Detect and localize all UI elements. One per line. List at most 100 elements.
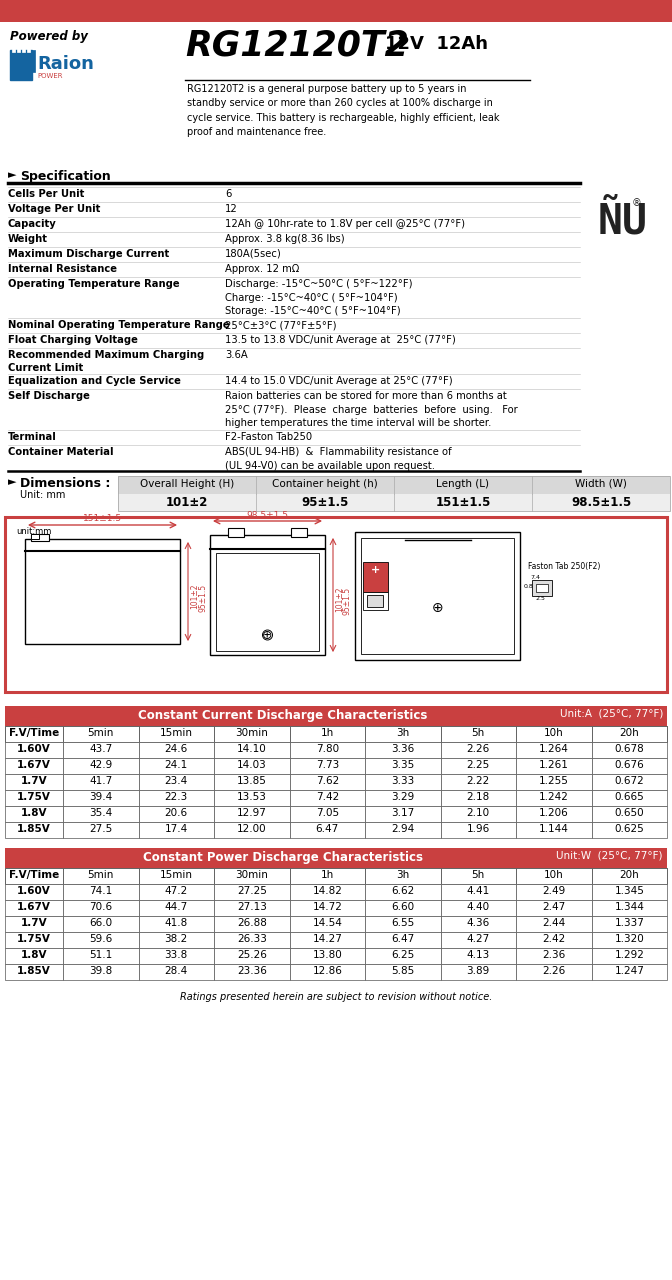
- Bar: [63, 932, 138, 948]
- Text: 14.27: 14.27: [312, 934, 342, 945]
- Bar: [216, 553, 319, 652]
- Text: 5h: 5h: [472, 870, 485, 881]
- Bar: [536, 584, 548, 591]
- Bar: [138, 948, 214, 964]
- Bar: [214, 806, 290, 822]
- Text: Self Discharge: Self Discharge: [8, 390, 90, 401]
- Text: 12.86: 12.86: [312, 966, 342, 975]
- Text: 26.33: 26.33: [237, 934, 267, 945]
- Text: 35.4: 35.4: [89, 808, 112, 818]
- Bar: [5, 758, 63, 774]
- Text: 1h: 1h: [321, 728, 334, 739]
- Text: 2.47: 2.47: [542, 902, 565, 911]
- Text: 2.26: 2.26: [542, 966, 565, 975]
- Text: ⊕: ⊕: [431, 602, 444, 614]
- Bar: [63, 884, 138, 900]
- Bar: [516, 790, 591, 806]
- Text: Weight: Weight: [8, 234, 48, 244]
- Text: Voltage Per Unit: Voltage Per Unit: [8, 204, 100, 214]
- Text: 151±1.5: 151±1.5: [435, 495, 491, 509]
- Bar: [138, 758, 214, 774]
- Text: 27.25: 27.25: [237, 886, 267, 896]
- Bar: [365, 726, 441, 742]
- Bar: [5, 868, 63, 884]
- Bar: [63, 790, 138, 806]
- Text: 0.678: 0.678: [614, 744, 644, 754]
- Bar: [290, 868, 365, 884]
- Bar: [228, 527, 244, 538]
- Text: ®: ®: [632, 198, 642, 207]
- Bar: [516, 964, 591, 980]
- Bar: [118, 494, 670, 511]
- Bar: [5, 822, 63, 838]
- Bar: [138, 726, 214, 742]
- Text: 14.4 to 15.0 VDC/unit Average at 25°C (77°F): 14.4 to 15.0 VDC/unit Average at 25°C (7…: [225, 376, 453, 387]
- Text: RG12120T2: RG12120T2: [185, 28, 409, 61]
- Text: 3.6A: 3.6A: [225, 349, 248, 360]
- Text: 1.67V: 1.67V: [17, 760, 51, 771]
- Text: 41.8: 41.8: [165, 918, 188, 928]
- Bar: [516, 758, 591, 774]
- Text: 6.47: 6.47: [316, 824, 339, 835]
- Bar: [5, 916, 63, 932]
- Bar: [516, 868, 591, 884]
- Bar: [0, 0, 672, 22]
- Text: 30min: 30min: [235, 870, 268, 881]
- Text: Approx. 3.8 kg(8.36 lbs): Approx. 3.8 kg(8.36 lbs): [225, 234, 345, 244]
- Text: Approx. 12 mΩ: Approx. 12 mΩ: [225, 264, 299, 274]
- Bar: [516, 900, 591, 916]
- Text: 7.80: 7.80: [316, 744, 339, 754]
- Bar: [290, 932, 365, 948]
- Bar: [365, 932, 441, 948]
- Bar: [591, 868, 667, 884]
- Text: 13.80: 13.80: [312, 950, 342, 960]
- Text: 1.144: 1.144: [539, 824, 569, 835]
- Bar: [591, 726, 667, 742]
- Text: 1.60V: 1.60V: [17, 886, 51, 896]
- Text: 59.6: 59.6: [89, 934, 112, 945]
- Text: 0.650: 0.650: [614, 808, 644, 818]
- Bar: [591, 742, 667, 758]
- Bar: [214, 758, 290, 774]
- Text: 3.29: 3.29: [391, 792, 415, 803]
- Text: 39.8: 39.8: [89, 966, 112, 975]
- Text: 98.5±1.5: 98.5±1.5: [247, 511, 288, 520]
- Text: 12.97: 12.97: [237, 808, 267, 818]
- Bar: [63, 868, 138, 884]
- Text: 7.4: 7.4: [530, 575, 540, 580]
- Bar: [516, 884, 591, 900]
- Bar: [214, 790, 290, 806]
- Text: 12Ah @ 10hr-rate to 1.8V per cell @25°C (77°F): 12Ah @ 10hr-rate to 1.8V per cell @25°C …: [225, 219, 465, 229]
- Text: 0.676: 0.676: [614, 760, 644, 771]
- Bar: [365, 884, 441, 900]
- Bar: [17, 47, 20, 52]
- Bar: [214, 932, 290, 948]
- Bar: [5, 517, 667, 692]
- Bar: [516, 806, 591, 822]
- Bar: [5, 707, 667, 726]
- Text: 1.337: 1.337: [614, 918, 644, 928]
- Bar: [5, 726, 63, 742]
- Bar: [365, 964, 441, 980]
- Text: 14.72: 14.72: [312, 902, 342, 911]
- Text: Unit:A  (25°C, 77°F): Unit:A (25°C, 77°F): [560, 709, 663, 719]
- Text: 4.36: 4.36: [466, 918, 490, 928]
- Bar: [365, 900, 441, 916]
- Text: Discharge: -15°C~50°C ( 5°F~122°F)
Charge: -15°C~40°C ( 5°F~104°F)
Storage: -15°: Discharge: -15°C~50°C ( 5°F~122°F) Charg…: [225, 279, 413, 316]
- Text: 3.17: 3.17: [391, 808, 415, 818]
- Bar: [290, 948, 365, 964]
- Bar: [363, 591, 388, 611]
- Bar: [31, 534, 39, 539]
- Text: 95±1.5: 95±1.5: [301, 495, 349, 509]
- Bar: [591, 932, 667, 948]
- Text: 1.8V: 1.8V: [21, 808, 47, 818]
- Bar: [5, 868, 667, 884]
- Text: Width (W): Width (W): [575, 479, 627, 489]
- Text: 12: 12: [225, 204, 238, 214]
- Text: Operating Temperature Range: Operating Temperature Range: [8, 279, 179, 289]
- Bar: [591, 900, 667, 916]
- Text: RG12120T2 is a general purpose battery up to 5 years in
standby service or more : RG12120T2 is a general purpose battery u…: [187, 84, 499, 137]
- Bar: [441, 932, 516, 948]
- Text: 66.0: 66.0: [89, 918, 112, 928]
- Bar: [365, 916, 441, 932]
